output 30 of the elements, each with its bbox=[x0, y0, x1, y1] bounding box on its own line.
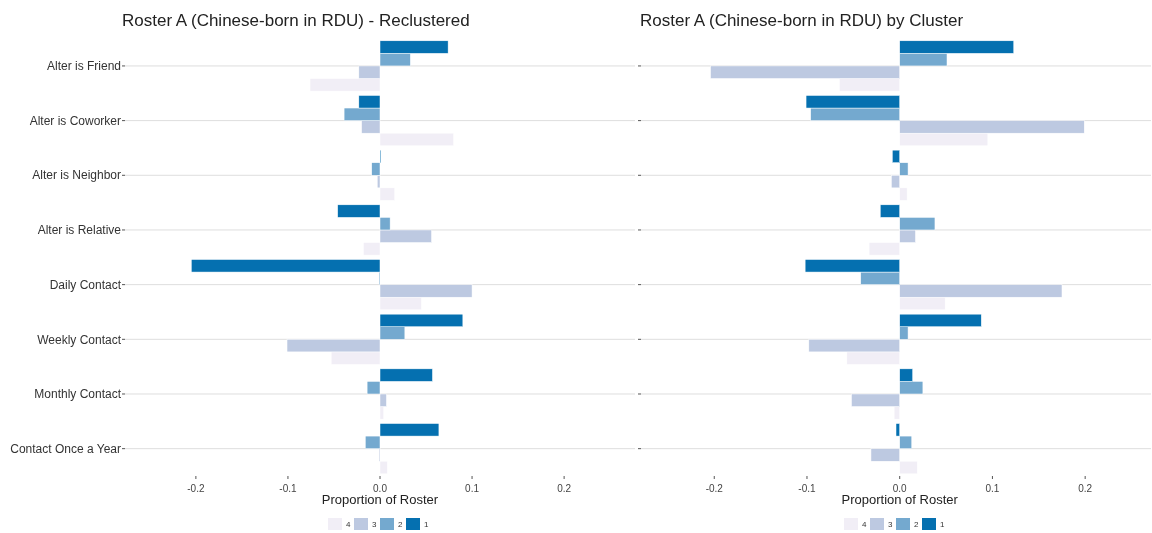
x-tick-label: -0.1 bbox=[798, 483, 817, 494]
x-tick-label: 0.0 bbox=[373, 483, 388, 494]
chart-title: Roster A (Chinese-born in RDU) by Cluster bbox=[640, 11, 964, 30]
legend-label: 2 bbox=[398, 519, 403, 529]
legend-label: 3 bbox=[888, 519, 893, 529]
x-tick-label: 0.0 bbox=[892, 483, 908, 494]
y-tick-label: Contact Once a Year bbox=[10, 441, 121, 456]
x-tick-label: 0.2 bbox=[1078, 483, 1093, 494]
y-tick-label: Alter is Relative bbox=[37, 223, 122, 238]
y-tick-label: Alter is Coworker bbox=[29, 113, 121, 128]
legend-label: 3 bbox=[372, 519, 377, 529]
y-tick-label: Daily Contact bbox=[49, 277, 122, 292]
x-tick-label: -0.2 bbox=[187, 483, 205, 494]
legend-label: 1 bbox=[940, 519, 945, 529]
legend-label: 4 bbox=[346, 519, 351, 529]
legend-label: 4 bbox=[862, 519, 867, 529]
chart-title: Roster A (Chinese-born in RDU) - Reclustered bbox=[122, 11, 470, 30]
x-tick-label: 0.1 bbox=[465, 483, 480, 494]
y-tick-label: Alter is Friend bbox=[46, 59, 121, 74]
x-tick-label: -0.2 bbox=[705, 483, 724, 494]
legend-label: 2 bbox=[914, 519, 919, 529]
x-tick-label: 0.2 bbox=[557, 483, 572, 494]
x-axis-title: Proportion of Roster bbox=[321, 492, 439, 507]
x-axis-title: Proportion of Roster bbox=[841, 492, 959, 507]
y-tick-label: Monthly Contact bbox=[34, 387, 122, 402]
y-tick-label: Weekly Contact bbox=[37, 332, 122, 347]
legend-label: 1 bbox=[424, 519, 429, 529]
x-tick-label: -0.1 bbox=[279, 483, 297, 494]
x-tick-label: 0.1 bbox=[985, 483, 1000, 494]
y-tick-label: Alter is Neighbor bbox=[32, 168, 121, 183]
